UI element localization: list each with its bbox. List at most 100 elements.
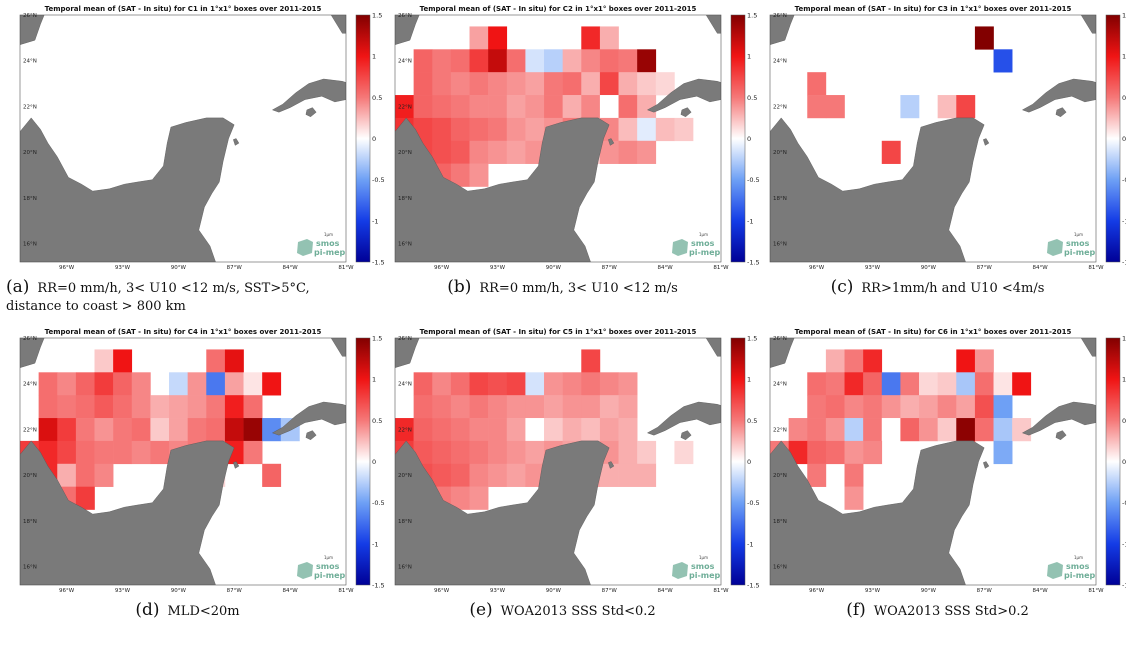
lon-tick-label: 87°W <box>602 265 618 271</box>
heat-cell <box>1012 418 1032 442</box>
map-content <box>20 15 346 262</box>
heat-cell <box>94 372 114 396</box>
heat-cell <box>618 463 638 487</box>
cozumel-island <box>608 461 615 469</box>
logo-mark <box>297 562 313 579</box>
lon-tick-label: 93°W <box>490 265 506 271</box>
heat-cell <box>432 463 452 487</box>
lat-tick-label: 16°N <box>23 565 37 571</box>
heat-cell <box>113 440 133 465</box>
logo-line2: pi-mep <box>1064 571 1096 580</box>
heat-cell <box>581 418 601 442</box>
heat-cell <box>618 418 638 442</box>
heat-cell <box>187 372 207 396</box>
lat-tick-label: 16°N <box>773 565 787 571</box>
lon-tick-label: 81°W <box>1088 588 1104 594</box>
heat-cell <box>20 463 21 487</box>
cuba-land <box>646 78 721 113</box>
heat-cell <box>974 349 994 373</box>
heat-cell <box>506 372 526 396</box>
heat-cell <box>581 349 601 373</box>
heat-cell <box>544 72 563 96</box>
colorbar-tick-label: 1 <box>372 376 376 384</box>
colorbar-tick-label: -0.5 <box>1122 499 1126 507</box>
isla-de-la-juventud <box>680 430 692 441</box>
isla-de-la-juventud <box>305 430 317 441</box>
colorbar-tick-label: -1.5 <box>1122 582 1126 590</box>
heat-cell <box>637 49 657 73</box>
us-gulf-coast-land <box>770 15 1096 45</box>
heat-cell <box>506 418 526 442</box>
heat-cell <box>581 49 601 73</box>
panel-title: Temporal mean of (SAT - In situ) for C5 … <box>420 328 697 336</box>
heat-cell <box>599 418 619 442</box>
heat-cell <box>38 395 58 419</box>
lon-tick-label: 96°W <box>809 588 825 594</box>
colorbar-tick-label: -0.5 <box>1122 176 1126 184</box>
heat-cell <box>243 395 263 419</box>
caption-b: (b) RR=0 mm/h, 3< U10 <12 m/s <box>381 278 744 298</box>
heat-cell <box>113 372 133 396</box>
colorbar-tick-label: 0.5 <box>372 417 382 425</box>
heat-cell <box>844 418 864 442</box>
heat-cell <box>863 349 883 373</box>
heat-cell <box>450 117 470 142</box>
yucatan-mexico-land <box>395 440 610 585</box>
heat-cell <box>506 395 526 419</box>
map-panel-c: Temporal mean of (SAT - In situ) for C3 … <box>769 5 1126 271</box>
lat-tick-label: 20°N <box>773 150 787 156</box>
cozumel-island <box>233 138 240 146</box>
lat-tick-label: 18°N <box>773 196 787 202</box>
heat-cell <box>599 463 619 487</box>
heat-cell <box>974 418 994 442</box>
heat-cell <box>581 395 601 419</box>
cuba-land <box>271 78 346 113</box>
colorbar <box>730 337 746 586</box>
colorbar-tick-label: -1 <box>372 540 378 548</box>
heat-cell <box>150 440 170 465</box>
heat-cell <box>57 418 77 442</box>
heat-cell <box>169 418 188 442</box>
map-content <box>395 338 721 585</box>
heat-cell <box>262 372 282 396</box>
lon-tick-label: 90°W <box>546 265 562 271</box>
heat-cell <box>525 117 545 142</box>
heat-cell <box>825 372 845 396</box>
heat-cell <box>900 395 920 419</box>
map-content <box>770 338 1096 585</box>
heat-cell <box>544 49 563 73</box>
heat-cell <box>469 372 489 396</box>
colorbar-tick-label: -1 <box>1122 540 1126 548</box>
heat-cell <box>825 440 845 465</box>
caption-text: RR=0 mm/h, 3< U10 <12 m/s, SST>5°C, dist… <box>6 281 310 314</box>
us-gulf-coast-land <box>395 338 721 368</box>
heat-cell <box>450 72 470 96</box>
logo-mark <box>297 239 313 256</box>
yucatan-mexico-land <box>20 440 235 585</box>
heat-cell <box>469 49 489 73</box>
lon-tick-label: 90°W <box>921 588 937 594</box>
heat-cell <box>993 440 1013 465</box>
heat-cell <box>450 140 470 164</box>
heat-cell <box>224 418 244 442</box>
caption-tag: (f) <box>846 600 866 620</box>
colorbar <box>730 14 746 263</box>
heat-cell <box>919 372 938 396</box>
colorbar-tick-label: 0.5 <box>747 94 757 102</box>
colorbar-tick-label: -1.5 <box>1122 259 1126 267</box>
logo-line1: smos <box>691 562 715 571</box>
heat-cell <box>488 372 508 396</box>
heat-cell <box>432 140 452 164</box>
lat-tick-label: 24°N <box>773 382 787 388</box>
heat-cell <box>863 418 883 442</box>
heat-cell <box>881 395 901 419</box>
heat-cell <box>187 395 207 419</box>
map-content <box>20 338 346 585</box>
lon-tick-label: 90°W <box>546 588 562 594</box>
logo-line1: smos <box>316 239 340 248</box>
cuba-land <box>646 401 721 436</box>
lat-tick-label: 22°N <box>23 104 37 110</box>
heat-cell <box>488 72 508 96</box>
lon-tick-label: 81°W <box>713 265 729 271</box>
panel-e: Temporal mean of (SAT - In situ) for C5 … <box>375 323 760 646</box>
